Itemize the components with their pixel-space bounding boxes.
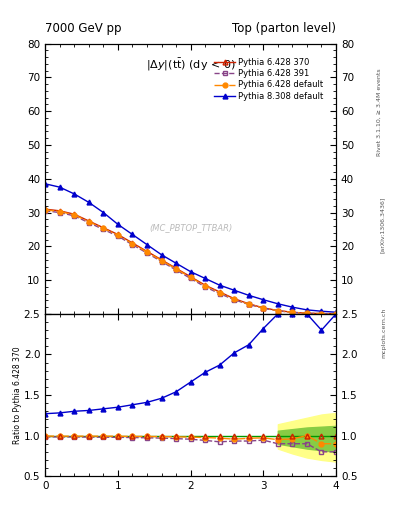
Text: Top (parton level): Top (parton level) — [232, 22, 336, 35]
Y-axis label: Ratio to Pythia 6.428 370: Ratio to Pythia 6.428 370 — [13, 346, 22, 444]
Text: $|\Delta y|(\mathregular{t\bar{t}})$ (dy < 0): $|\Delta y|(\mathregular{t\bar{t}})$ (dy… — [146, 57, 235, 73]
Text: [arXiv:1306.3436]: [arXiv:1306.3436] — [380, 197, 384, 253]
Text: (MC_PBTOP_TTBAR): (MC_PBTOP_TTBAR) — [149, 223, 232, 232]
Legend: Pythia 6.428 370, Pythia 6.428 391, Pythia 6.428 default, Pythia 8.308 default: Pythia 6.428 370, Pythia 6.428 391, Pyth… — [211, 56, 326, 103]
Text: 7000 GeV pp: 7000 GeV pp — [45, 22, 122, 35]
Text: Rivet 3.1.10, ≥ 3.4M events: Rivet 3.1.10, ≥ 3.4M events — [377, 69, 382, 157]
Text: mcplots.cern.ch: mcplots.cern.ch — [382, 308, 387, 358]
